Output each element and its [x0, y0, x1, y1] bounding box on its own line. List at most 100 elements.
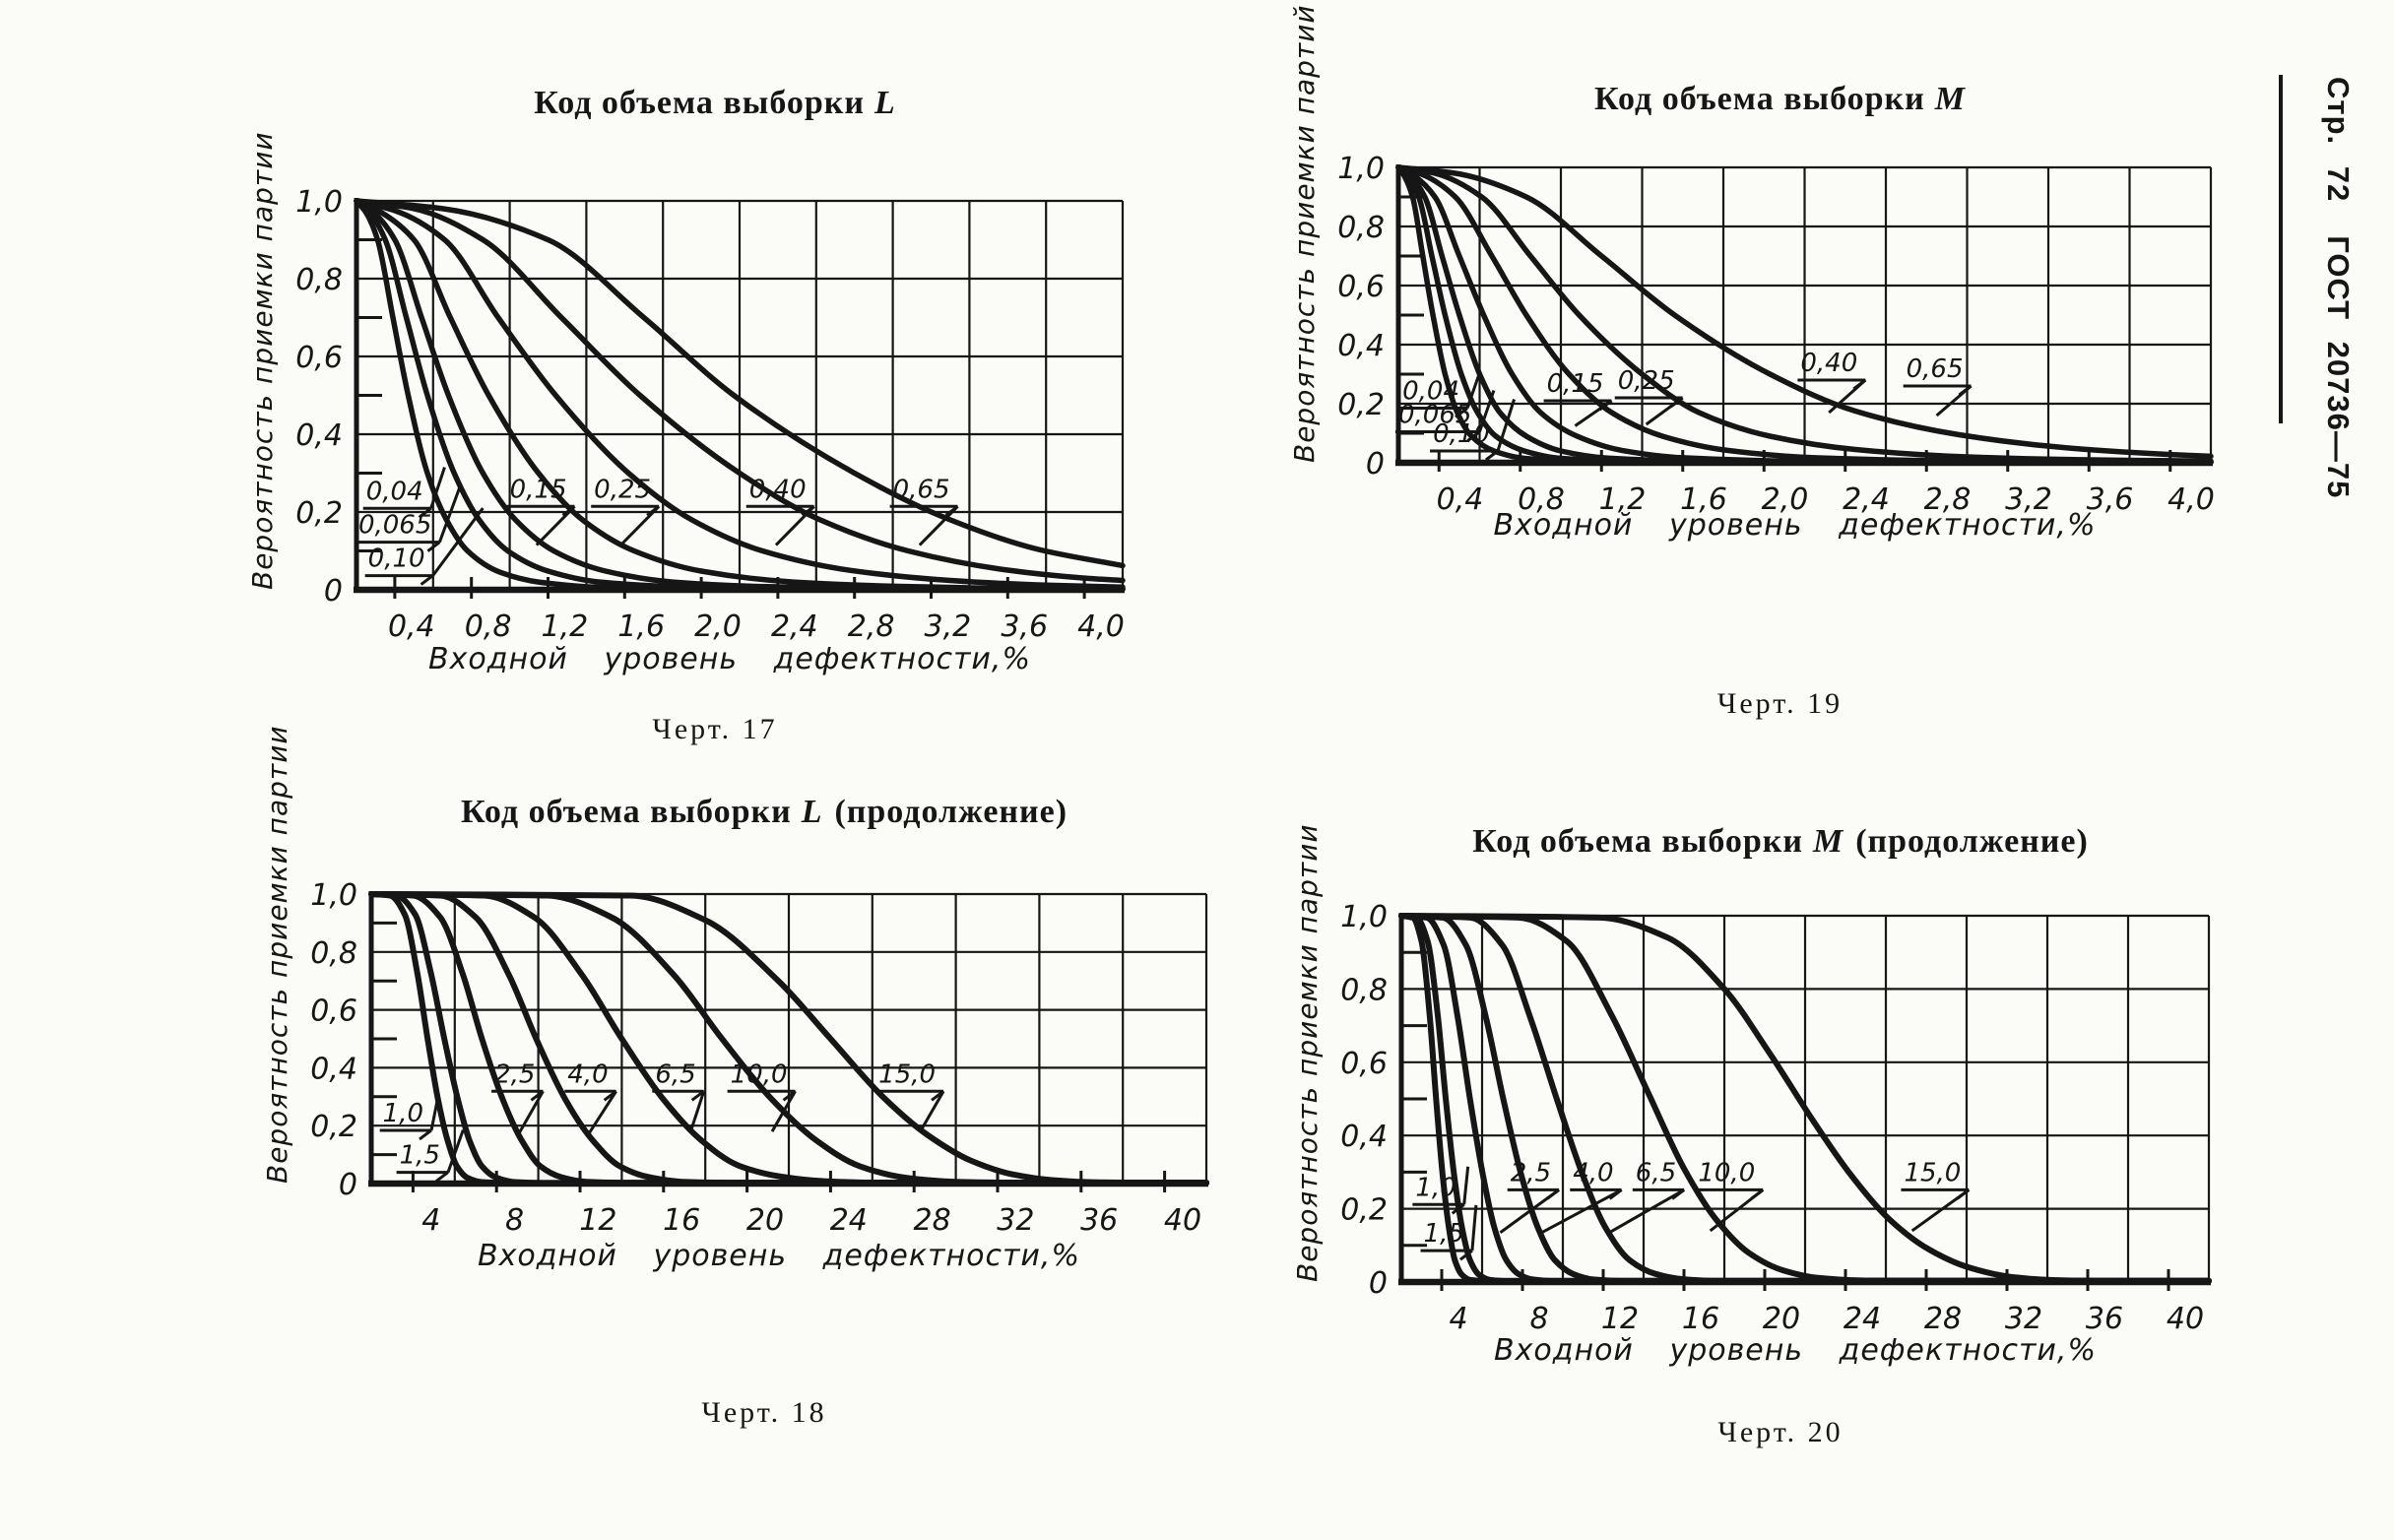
y-axis-title: Вероятность приемки партии — [261, 725, 293, 1184]
x-tick-label: 2,4 — [771, 610, 818, 644]
curve-label-15-0: 15,0 — [1901, 1158, 1971, 1233]
chart-plot-18: 1,0 0,8 0,6 0,4 0,2 0 4 8 12 16 20 24 28 32 36 40 1,0 1,5… — [310, 878, 1209, 1238]
curve-label-barb — [1546, 1188, 1560, 1200]
curve-label-text: 0,15 — [1547, 369, 1604, 399]
curve-label-leader — [429, 1096, 440, 1131]
oc-curve-0-15 — [354, 198, 1126, 592]
curve-label-text: 0,10 — [368, 545, 425, 574]
curve-label-leader — [1465, 372, 1481, 409]
curve-label-text: 15,0 — [1904, 1158, 1961, 1187]
page-number: Стр. 72 — [2321, 77, 2356, 203]
y-tick-label: 0,4 — [310, 1052, 357, 1086]
y-tick-label: 0,8 — [1337, 211, 1385, 245]
curve-label-leader — [1608, 1188, 1685, 1235]
curve-label-barb — [1598, 399, 1613, 412]
curve-label-0-25: 0,25 — [1614, 366, 1684, 426]
curve-label-barb — [419, 1128, 432, 1141]
curve-labels: 1,0 1,5 2,5 4,0 6,5 10,0 15,0 — [379, 1059, 945, 1183]
x-tick-label: 4 — [1449, 1302, 1467, 1336]
curve-label-text: 10,0 — [731, 1059, 788, 1089]
x-tick-label: 12 — [579, 1203, 616, 1238]
curve-label-6-5: 6,5 — [1608, 1158, 1686, 1235]
x-tick-label: 3,2 — [2005, 482, 2052, 517]
curve-label-4-0: 4,0 — [1540, 1158, 1623, 1235]
oc-curve-0-40 — [354, 198, 1126, 584]
curve-label-1-0: 1,0 — [1412, 1166, 1470, 1215]
oc-curve-0-65 — [1395, 164, 2214, 460]
figure-caption: Черт. 19 — [1716, 687, 1844, 720]
curve-label-text: 0,15 — [510, 475, 567, 504]
x-axis-title: Входной уровень дефектности,% — [428, 642, 1031, 676]
curve-label-0-25: 0,25 — [591, 475, 661, 546]
x-tick-label: 8 — [1529, 1302, 1548, 1336]
oc-curve-0-10 — [354, 198, 1126, 592]
x-tick-label: 32 — [997, 1203, 1034, 1238]
x-tick-label: 0,4 — [1437, 482, 1484, 517]
x-axis-tick-labels: 4 8 12 16 20 24 28 32 36 40 — [421, 1203, 1201, 1238]
oc-curve-0-25 — [354, 198, 1126, 590]
oc-curve-6-5 — [1398, 913, 2212, 1284]
x-tick-label: 2,8 — [1924, 482, 1972, 517]
curve-label-1-5: 1,5 — [1420, 1204, 1478, 1261]
title-text: Код объема выборки — [1472, 823, 1803, 860]
curve-label-text: 0,25 — [594, 475, 651, 504]
oc-curve-10-0 — [368, 891, 1209, 1187]
figure-caption: Черт. 17 — [652, 713, 778, 745]
curve-label-barb — [1455, 407, 1468, 418]
x-tick-label: 32 — [2005, 1302, 2042, 1336]
curve-label-leader — [587, 1090, 617, 1135]
curve-label-text: 0,10 — [1433, 419, 1490, 449]
oc-curve-10-0 — [1398, 913, 2212, 1284]
y-tick-label: 0,6 — [1337, 270, 1385, 304]
curve-label-text: 0,04 — [1402, 377, 1459, 407]
curve-labels: 1,0 1,5 2,5 4,0 6,5 10,0 15,0 — [1412, 1158, 1971, 1261]
curve-label-leader — [1496, 399, 1516, 452]
curve-label-barb — [1956, 1188, 1971, 1200]
oc-curves — [354, 198, 1126, 592]
curve-label-text: 0,065 — [358, 511, 431, 541]
curve-label-text: 6,5 — [655, 1059, 695, 1089]
curve-label-text: 2,5 — [1511, 1158, 1551, 1187]
oc-curve-6-5 — [368, 891, 1209, 1187]
curve-label-text: 15,0 — [878, 1059, 936, 1089]
curve-label-barb — [646, 505, 660, 517]
x-tick-label: 20 — [1763, 1302, 1800, 1336]
curve-label-text: 1,0 — [383, 1099, 423, 1128]
curve-label-text: 4,0 — [1573, 1158, 1613, 1187]
curve-label-leader — [770, 1090, 797, 1132]
curve-label-barb — [1485, 449, 1499, 462]
curve-label-barb — [944, 505, 959, 517]
x-tick-label: 4,0 — [2168, 482, 2215, 517]
curve-label-0-65: 0,65 — [1903, 354, 1973, 417]
curve-label-2-5: 2,5 — [1499, 1158, 1560, 1234]
curve-label-0-10: 0,10 — [1430, 399, 1516, 462]
x-tick-label: 28 — [1924, 1302, 1962, 1336]
curve-label-text: 10,0 — [1698, 1158, 1755, 1187]
title-text: Код объема выборки — [534, 85, 865, 121]
minor-ticks — [1401, 950, 2170, 1291]
oc-curve-4-0 — [368, 891, 1209, 1187]
x-axis-tick-labels: 0,4 0,8 1,2 1,6 2,0 2,4 2,8 3,2 3,6 4,0 — [388, 610, 1125, 644]
curve-label-0-10: 0,10 — [364, 507, 485, 586]
grid — [1398, 165, 2213, 463]
curve-label-text: 1,0 — [1415, 1173, 1456, 1202]
curve-label-6-5: 6,5 — [652, 1059, 706, 1132]
y-tick-label: 0,6 — [1340, 1047, 1388, 1081]
y-tick-label: 0,8 — [295, 263, 343, 297]
curve-label-barb — [603, 1090, 617, 1102]
x-tick-label: 40 — [2167, 1302, 2204, 1336]
grid — [371, 892, 1208, 1184]
chart-plot-17: 1,0 0,8 0,6 0,4 0,2 0 0,4 0,8 1,2 1,6 2,0 2,4 2,8 3,2… — [295, 185, 1126, 644]
curve-label-leader — [429, 467, 446, 509]
curve-label-text: 0,25 — [1618, 366, 1675, 396]
x-tick-label: 2,0 — [694, 610, 742, 644]
x-tick-label: 3,6 — [2087, 482, 2134, 517]
curve-label-text: 1,5 — [400, 1141, 440, 1171]
x-tick-label: 1,6 — [617, 610, 665, 644]
curve-label-barb — [420, 574, 434, 586]
y-tick-label: 1,0 — [295, 185, 343, 220]
title-code-letter: L — [873, 85, 896, 121]
